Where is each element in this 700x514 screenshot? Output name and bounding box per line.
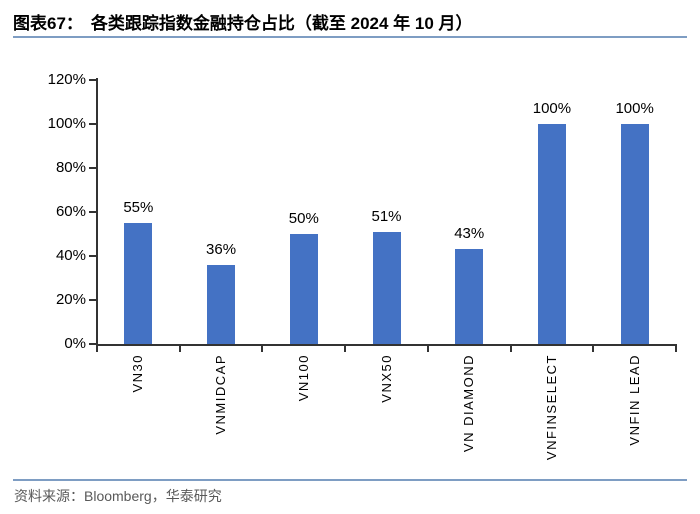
category-label: VN DIAMOND [461,354,477,453]
source-note: 资料来源：Bloomberg，华泰研究 [14,488,222,504]
x-axis-line [96,344,677,346]
x-axis-tick [344,344,347,352]
y-axis-tick [89,211,97,213]
category-label: VNMIDCAP [213,354,229,435]
y-axis-tick [89,79,97,81]
y-axis-tick-label: 20% [55,291,86,308]
bar-value-label: 55% [123,199,154,216]
bar-value-label: 51% [371,207,402,225]
y-axis-tick [89,255,97,257]
y-axis-tick-label: 100% [47,115,86,132]
y-axis-tick [89,123,97,125]
category-label: VN30 [130,354,146,393]
category-label: VNX50 [378,354,394,403]
bar-vn100 [289,234,318,344]
x-axis-tick [592,344,595,352]
bar-chart: 0% 20% 40% 60% 80% 100% 120% 55% VN30 36% VNMIDCAP… [47,71,677,461]
bar-value-label: 36% [206,240,237,258]
footer-separator [13,479,687,481]
y-axis-tick-label: 80% [55,159,86,176]
bar-vn30 [124,223,153,344]
y-axis-tick [89,343,97,345]
bar-vnx50 [372,231,401,344]
x-axis-tick [675,344,677,352]
y-axis-tick-label: 60% [55,203,86,220]
bar-vnmidcap [207,264,236,344]
category-label: VN100 [295,354,311,402]
x-axis-tick [96,344,98,352]
bar-vnfinselect [537,124,566,344]
bar-value-label: 43% [454,225,485,243]
x-axis-tick [178,344,181,352]
bar-value-label: 50% [288,210,319,227]
figure-title: 图表67： 各类跟踪指数金融持仓占比（截至 2024 年 10 月） [13,9,473,34]
y-axis-tick-label: 0% [64,335,86,352]
category-label: VNFIN LEAD [626,354,642,446]
category-label: VNFINSELECT [543,354,559,461]
y-axis-tick [89,167,97,169]
bar-vnfin-lead [620,124,649,344]
x-axis-tick [261,344,264,352]
y-axis-tick [89,299,97,301]
x-axis-tick [509,344,512,352]
bar-vn-diamond [455,249,484,344]
y-axis-line [96,78,98,346]
x-axis-tick [426,344,429,352]
title-separator [13,36,687,38]
figure-title-text: 各类跟踪指数金融持仓占比（截至 2024 年 10 月） [90,14,473,33]
bar-value-label: 100% [532,100,572,117]
bar-value-label: 100% [615,100,654,117]
y-axis-tick-label: 40% [55,247,86,264]
y-axis-tick-label: 120% [47,71,86,88]
figure-label: 图表67： [13,14,83,33]
